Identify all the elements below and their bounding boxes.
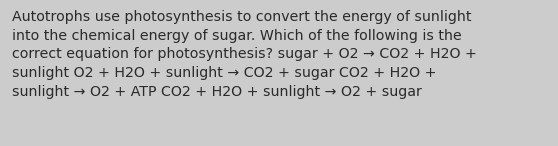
Text: Autotrophs use photosynthesis to convert the energy of sunlight
into the chemica: Autotrophs use photosynthesis to convert…	[12, 10, 477, 99]
